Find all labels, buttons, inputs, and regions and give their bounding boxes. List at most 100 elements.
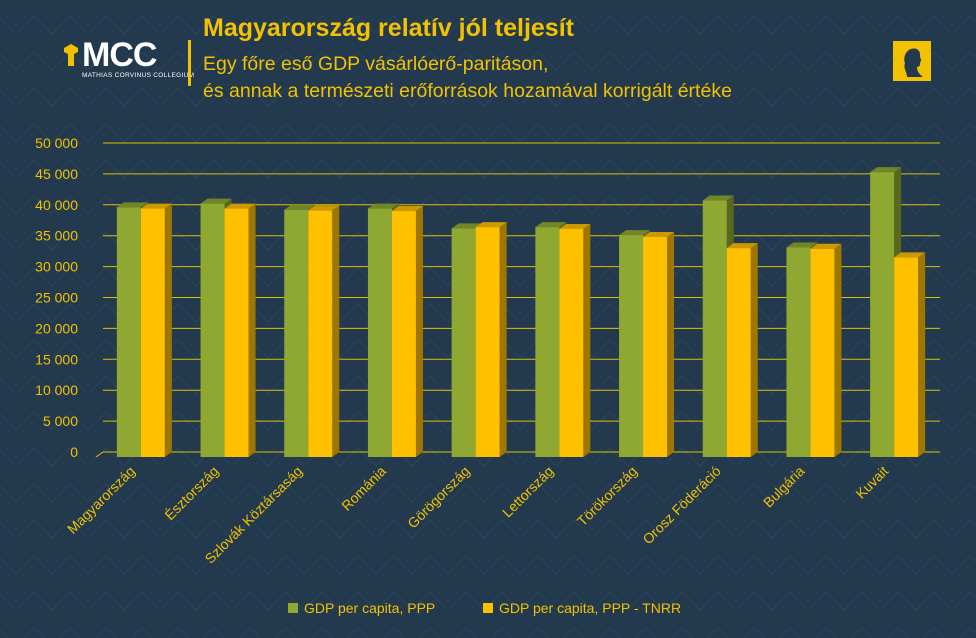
pattern-stroke xyxy=(951,267,976,287)
pattern-stroke xyxy=(699,87,737,107)
pattern-stroke xyxy=(951,303,976,323)
pattern-stroke xyxy=(843,15,881,35)
pattern-stroke xyxy=(339,15,377,35)
bar-front xyxy=(224,208,249,457)
pattern-stroke xyxy=(671,627,693,638)
pattern-stroke xyxy=(339,483,377,503)
pattern-stroke xyxy=(267,15,305,35)
pattern-stroke xyxy=(915,231,953,251)
pattern-stroke xyxy=(375,519,413,539)
pattern-stroke xyxy=(159,519,197,539)
pattern-stroke xyxy=(771,51,809,71)
pattern-stroke xyxy=(843,447,881,467)
legend: GDP per capita, PPP GDP per capita, PPP -… xyxy=(288,600,681,616)
legend-label: GDP per capita, PPP - TNRR xyxy=(499,600,681,616)
pattern-stroke xyxy=(563,627,585,638)
pattern-stroke xyxy=(807,519,845,539)
pattern-stroke xyxy=(0,521,17,539)
pattern-stroke xyxy=(483,15,521,35)
pattern-stroke xyxy=(23,627,45,638)
pattern-stroke xyxy=(807,15,845,35)
pattern-stroke xyxy=(591,555,629,575)
pattern-stroke xyxy=(15,267,53,287)
pattern-stroke xyxy=(663,447,701,467)
pattern-stroke xyxy=(159,87,197,107)
bar-top xyxy=(224,203,256,209)
pattern-stroke xyxy=(663,555,701,575)
pattern-stroke xyxy=(519,159,557,179)
pattern-stroke xyxy=(591,195,629,215)
pattern-stroke xyxy=(15,483,53,503)
bar-side xyxy=(918,252,926,457)
pattern-stroke xyxy=(527,627,549,638)
pattern-stroke xyxy=(411,483,449,503)
pattern-stroke xyxy=(599,627,621,638)
pattern-stroke xyxy=(411,519,449,539)
bar-top xyxy=(894,252,926,258)
pattern-stroke xyxy=(339,51,377,71)
pattern-stroke xyxy=(699,555,737,575)
pattern-stroke xyxy=(195,519,233,539)
pattern-stroke xyxy=(951,87,976,107)
pattern-stroke xyxy=(915,447,953,467)
pattern-stroke xyxy=(951,483,976,503)
pattern-stroke xyxy=(771,555,809,575)
pattern-stroke xyxy=(195,159,233,179)
pattern-stroke xyxy=(15,555,53,575)
bar-side xyxy=(667,231,675,457)
pattern-stroke xyxy=(411,591,449,611)
pattern-stroke xyxy=(411,447,449,467)
pattern-stroke xyxy=(0,341,17,359)
pattern-stroke xyxy=(879,15,917,35)
pattern-stroke xyxy=(771,519,809,539)
bar-front xyxy=(367,208,392,457)
bar-top xyxy=(200,198,232,204)
bar-front xyxy=(894,257,919,457)
pattern-stroke xyxy=(311,627,333,638)
pattern-stroke xyxy=(0,53,17,71)
pattern-stroke xyxy=(447,195,485,215)
pattern-stroke xyxy=(879,555,917,575)
pattern-stroke xyxy=(627,15,665,35)
pattern-stroke xyxy=(447,555,485,575)
pattern-stroke xyxy=(591,159,629,179)
x-tick-label: Törökország xyxy=(574,463,640,529)
pattern-stroke xyxy=(15,591,53,611)
pattern-stroke xyxy=(591,87,629,107)
bar-top xyxy=(702,195,734,201)
pattern-stroke xyxy=(87,591,125,611)
pattern-stroke xyxy=(627,483,665,503)
bar-front xyxy=(116,207,141,457)
bar-top xyxy=(391,206,423,212)
pattern-stroke xyxy=(123,591,161,611)
pattern-stroke xyxy=(15,303,53,323)
pattern-stroke xyxy=(231,51,269,71)
pattern-stroke xyxy=(95,627,117,638)
pattern-stroke xyxy=(519,483,557,503)
bar-front xyxy=(559,228,584,457)
pattern-stroke xyxy=(303,555,341,575)
pattern-stroke xyxy=(0,161,17,179)
bar-top xyxy=(451,223,483,229)
logo-subtext: MATHIAS CORVINUS COLLEGIUM xyxy=(82,72,195,79)
pattern-stroke xyxy=(951,123,976,143)
bar-front xyxy=(619,235,644,457)
pattern-stroke xyxy=(447,51,485,71)
pattern-stroke xyxy=(411,51,449,71)
pattern-stroke xyxy=(807,555,845,575)
pattern-stroke xyxy=(707,627,729,638)
pattern-stroke xyxy=(663,123,701,143)
pattern-stroke xyxy=(195,483,233,503)
pattern-stroke xyxy=(699,123,737,143)
pattern-stroke xyxy=(383,627,405,638)
pattern-stroke xyxy=(627,123,665,143)
pattern-stroke xyxy=(275,627,297,638)
x-tick-label: Észtország xyxy=(161,463,221,523)
bar-front xyxy=(140,208,165,457)
pattern-stroke xyxy=(555,159,593,179)
pattern-stroke xyxy=(303,159,341,179)
bar-front xyxy=(284,209,309,457)
pattern-stroke xyxy=(15,447,53,467)
pattern-stroke xyxy=(843,519,881,539)
pattern-stroke xyxy=(627,51,665,71)
